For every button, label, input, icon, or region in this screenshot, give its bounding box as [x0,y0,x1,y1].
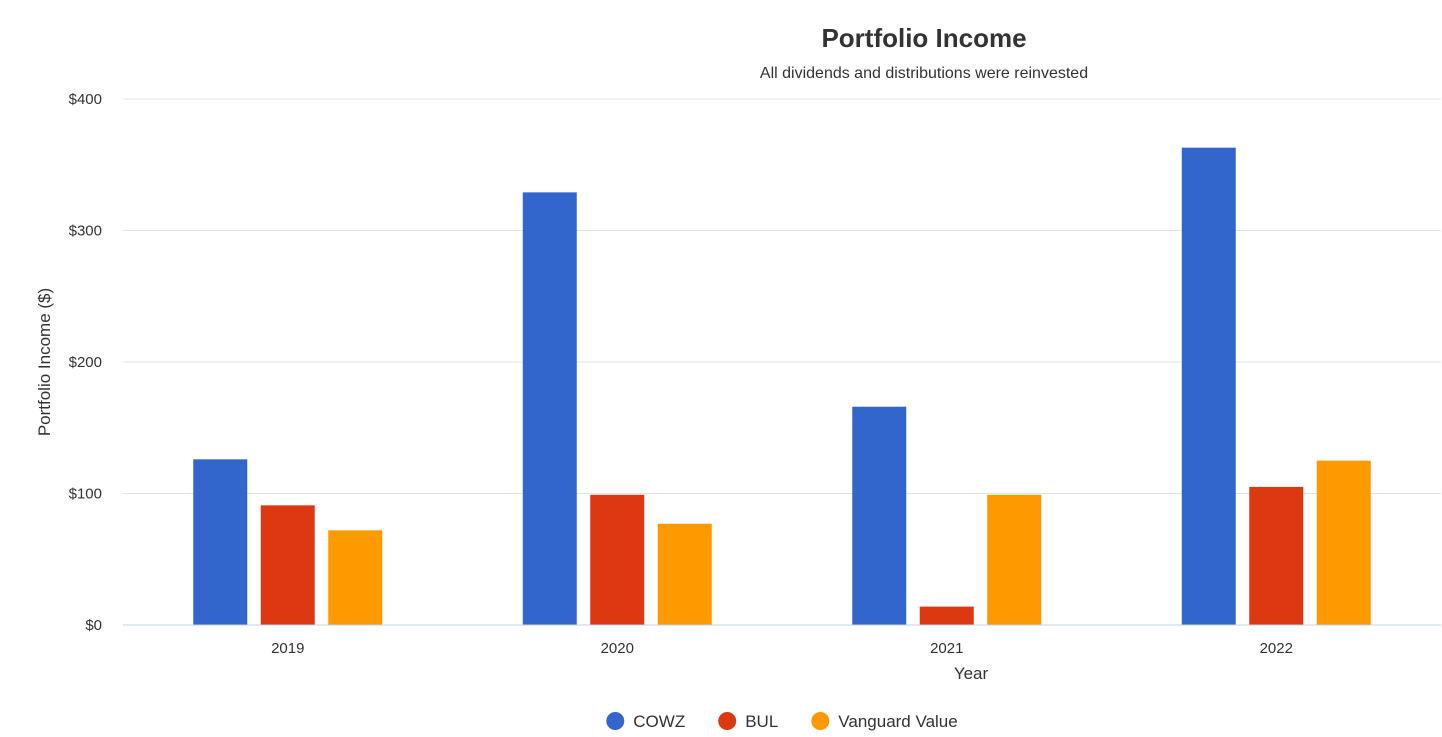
bar-vanguard-value-2021[interactable] [987,494,1042,625]
bars [193,147,1371,626]
y-tick-label: $100 [69,486,102,503]
x-tick-label: 2020 [601,640,634,657]
legend-item-cowz[interactable]: COWZ [606,712,685,731]
bar-vanguard-value-2022[interactable] [1316,460,1371,625]
legend-marker [606,712,625,730]
y-tick-label: $300 [69,223,102,240]
legend-label: BUL [745,712,778,731]
chart-title: Portfolio Income [821,23,1026,53]
bar-vanguard-value-2019[interactable] [328,530,383,625]
y-tick-label: $0 [85,617,102,634]
legend-marker [811,712,830,730]
bar-bul-2021[interactable] [919,606,974,625]
legend-item-vanguard-value[interactable]: Vanguard Value [811,712,958,731]
bar-bul-2019[interactable] [260,505,315,625]
x-tick-label: 2021 [930,640,963,657]
chart-subtitle: All dividends and distributions were rei… [760,65,1088,82]
legend-label: COWZ [633,712,685,731]
y-axis-ticks: $0 $100 $200 $300 $400 [69,91,102,634]
bar-cowz-2021[interactable] [852,406,907,625]
legend-marker [718,712,737,730]
bar-cowz-2019[interactable] [193,459,248,625]
y-tick-label: $400 [69,91,102,108]
x-tick-label: 2019 [271,640,304,657]
y-tick-label: $200 [69,354,102,371]
x-axis-ticks: 2019 2020 2021 2022 [271,640,1293,657]
bar-cowz-2022[interactable] [1181,147,1236,625]
x-tick-label: 2022 [1260,640,1293,657]
legend: COWZ BUL Vanguard Value [606,712,958,731]
bar-bul-2020[interactable] [590,494,645,625]
y-axis-title: Portfolio Income ($) [35,288,54,436]
bar-cowz-2020[interactable] [522,192,577,626]
bar-bul-2022[interactable] [1249,486,1304,625]
gridlines [123,98,1441,494]
legend-item-bul[interactable]: BUL [718,712,778,731]
bar-vanguard-value-2020[interactable] [657,523,712,625]
x-axis-title: Year [954,664,989,683]
legend-label: Vanguard Value [838,712,957,731]
